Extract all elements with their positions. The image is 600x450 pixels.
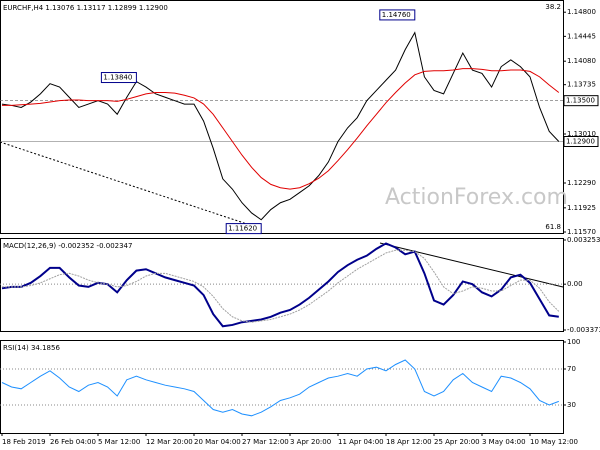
x-tick-label: 11 Apr 04:00 [338, 438, 384, 446]
y-tick-label: 1.12290 [567, 179, 596, 187]
series-line [2, 68, 560, 190]
annotation: 1.13840 [103, 74, 132, 82]
y-tick-label: -0.003373 [567, 326, 600, 334]
y-tick-label: 1.14080 [567, 57, 596, 65]
x-tick-label: 18 Apr 12:00 [386, 438, 432, 446]
y-tick-label: 1.14800 [567, 8, 596, 16]
annotation: 1.11620 [228, 225, 257, 233]
series-line [2, 249, 560, 323]
panel-title: RSI(14) 34.1856 [3, 344, 60, 352]
annotation-box [379, 9, 416, 21]
panel-frame [0, 0, 564, 234]
fib-label: 61.8 [545, 223, 561, 231]
panel-frame [0, 340, 564, 434]
price-label: 1.12900 [566, 137, 595, 145]
series-line [1, 31, 560, 221]
x-tick-label: 26 Feb 04:00 [50, 438, 96, 446]
y-tick-label: 1.13010 [567, 130, 596, 138]
annotation-box [225, 223, 262, 235]
x-tick-label: 5 Mar 12:00 [98, 438, 140, 446]
price-label-box [563, 95, 599, 107]
y-tick-label: 0.003253 [567, 236, 600, 244]
y-tick-label: 1.14445 [567, 32, 596, 40]
fib-label: 38.2 [545, 3, 561, 11]
y-tick-label: 1.11570 [567, 228, 596, 236]
watermark: ActionForex.com [385, 185, 568, 210]
panel-title: MACD(12,26,9) -0.002352 -0.002347 [3, 242, 132, 250]
price-label: 1.13500 [566, 97, 595, 105]
series-line [1, 359, 559, 417]
y-tick-label: 0.00 [567, 280, 583, 288]
annotation-box [100, 72, 137, 84]
x-tick-label: 3 May 04:00 [482, 438, 526, 446]
x-tick-label: 25 Apr 20:00 [434, 438, 480, 446]
annotation: 1.14760 [382, 11, 411, 19]
y-tick-label: 30 [567, 401, 576, 409]
y-tick-label: 1.13735 [567, 81, 596, 89]
trend-line [379, 242, 564, 288]
panel-frame [0, 238, 564, 332]
x-tick-label: 3 Apr 20:00 [290, 438, 331, 446]
x-tick-label: 18 Feb 2019 [2, 438, 46, 446]
x-tick-label: 27 Mar 12:00 [242, 438, 289, 446]
x-tick-label: 12 Mar 20:00 [146, 438, 193, 446]
y-tick-label: 70 [567, 365, 576, 373]
y-tick-label: 100 [567, 338, 580, 346]
panel-title: EURCHF,H4 1.13076 1.13117 1.12899 1.1290… [3, 4, 168, 12]
price-label-box [563, 135, 599, 147]
x-tick-label: 20 Mar 04:00 [194, 438, 241, 446]
y-tick-label: 1.11925 [567, 204, 596, 212]
x-tick-label: 10 May 12:00 [530, 438, 578, 446]
series-line [1, 242, 559, 328]
